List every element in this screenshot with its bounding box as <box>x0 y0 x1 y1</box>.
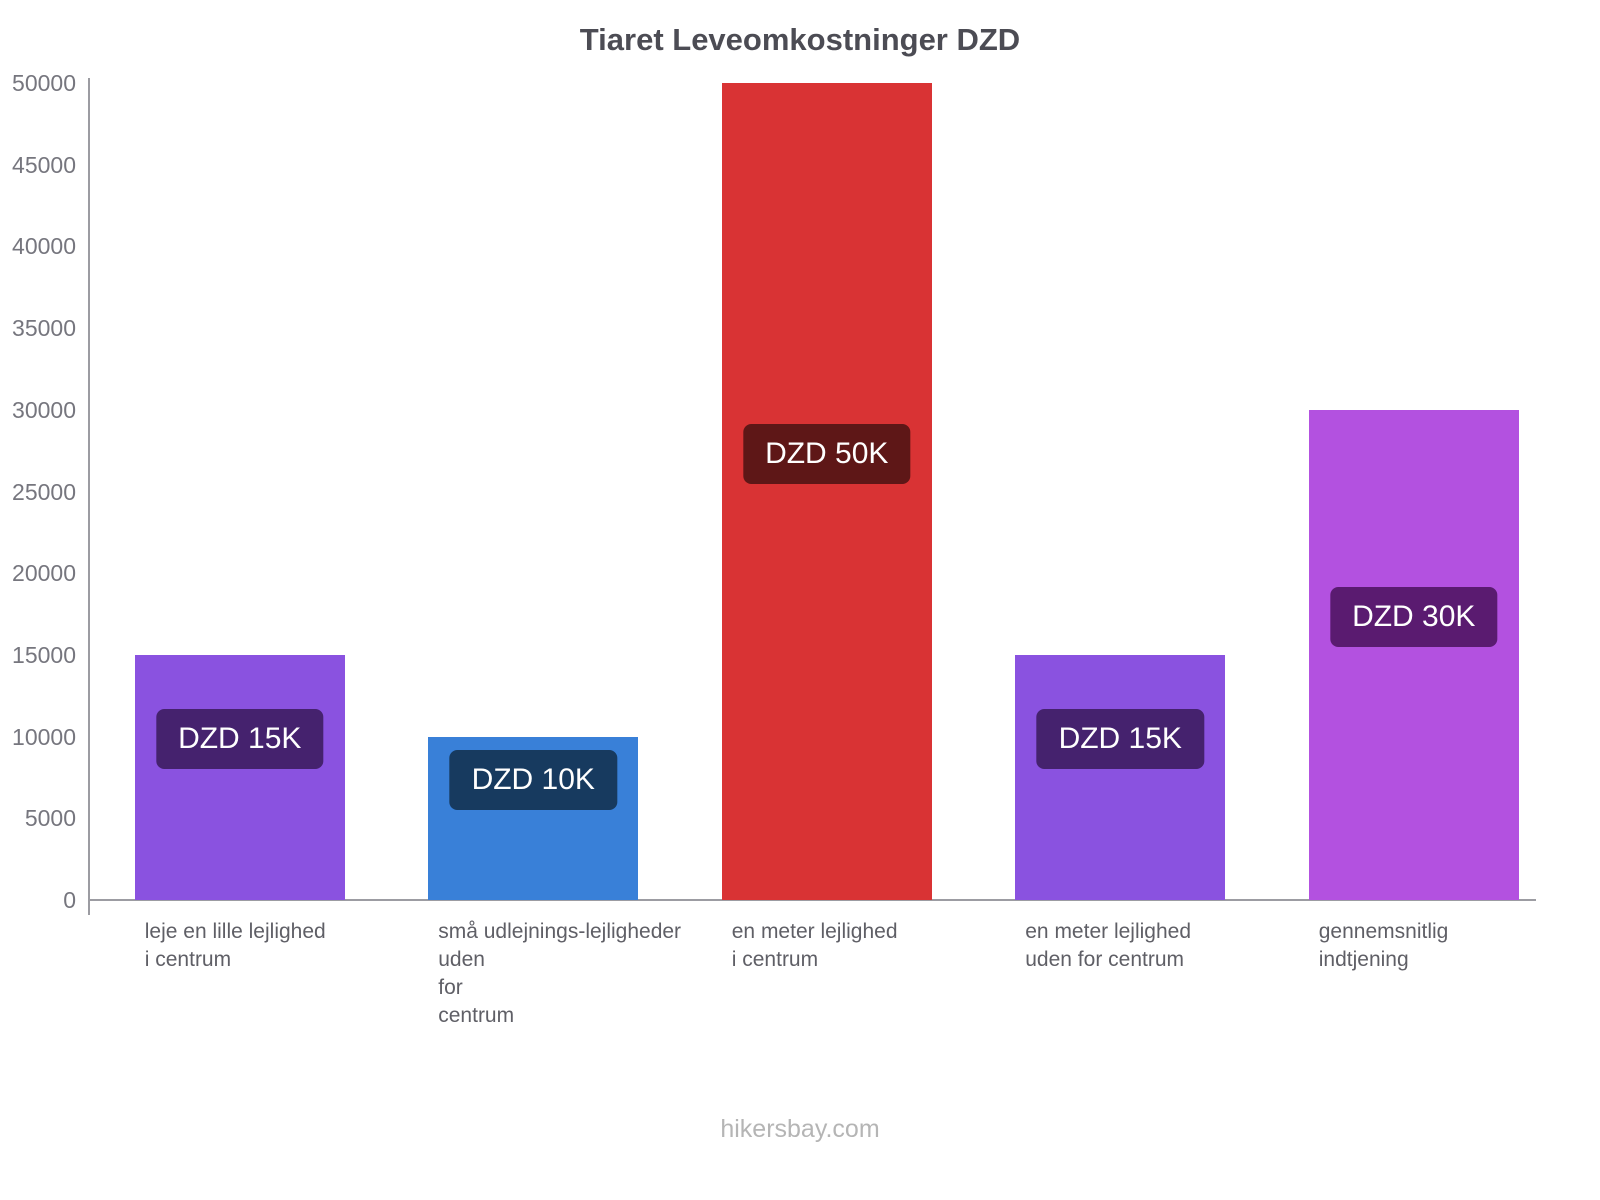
bar-value-badge: DZD 50K <box>743 423 911 484</box>
y-tick-label: 35000 <box>12 315 76 342</box>
y-tick-label: 50000 <box>12 70 76 96</box>
y-tick-label: 45000 <box>12 151 76 178</box>
bar-4 <box>1015 654 1226 900</box>
y-tick-label: 25000 <box>12 478 76 505</box>
y-tick-label: 20000 <box>12 560 76 587</box>
chart-title: Tiaret Leveomkostninger DZD <box>579 22 1021 57</box>
bar-value-badge: DZD 15K <box>1036 709 1204 770</box>
bar-value-badge: DZD 10K <box>449 750 617 811</box>
y-tick-label: 0 <box>63 887 76 913</box>
x-axis-label: leje en lille lejlighed i centrum <box>144 920 326 971</box>
y-axis-line <box>88 78 90 915</box>
y-tick-label: 15000 <box>12 641 76 668</box>
bar-5 <box>1308 409 1519 900</box>
y-tick-label: 10000 <box>12 723 76 750</box>
y-tick-label: 40000 <box>12 233 76 260</box>
x-axis-label: en meter lejlighed uden for centrum <box>1025 920 1192 971</box>
x-axis-label: små udlejnings-lejligheder uden for cent… <box>438 920 682 1027</box>
bar-value-badge: DZD 15K <box>156 709 324 770</box>
footer-watermark: hikersbay.com <box>720 1115 880 1143</box>
bar-value-badge: DZD 30K <box>1330 586 1498 647</box>
y-tick-label: 5000 <box>24 805 76 832</box>
bar-3 <box>721 83 932 900</box>
x-axis-label: en meter lejlighed i centrum <box>731 920 898 971</box>
x-axis-line <box>88 899 1536 901</box>
bar-1 <box>134 654 345 900</box>
y-tick-label: 30000 <box>12 396 76 423</box>
x-axis-label: gennemsnitlig indtjening <box>1318 920 1449 971</box>
